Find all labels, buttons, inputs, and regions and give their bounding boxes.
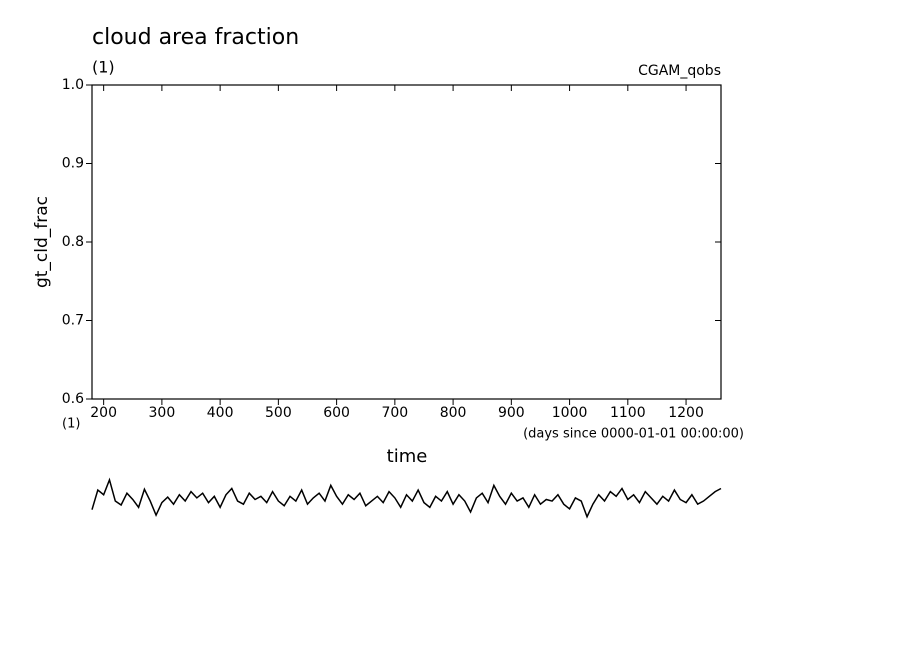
x-tick-label: 1200 [668,405,704,421]
x-tick-label: 1100 [610,405,646,421]
chart-subtitle: (1) [92,58,115,77]
y-tick-label: 0.9 [62,156,84,172]
x-tick-label: 900 [498,405,525,421]
x-tick-label: 300 [149,405,176,421]
chart-title: cloud area fraction [92,25,299,50]
y-tick-label: 0.8 [62,234,84,250]
x-tick-label: 700 [381,405,408,421]
x-tick-label: 1000 [552,405,588,421]
x-tick-label: 400 [207,405,234,421]
x-tick-label: 500 [265,405,292,421]
y-tick-label: 0.7 [62,313,84,329]
x-tick-label: 200 [90,405,117,421]
y-tick-label: 0.6 [62,391,84,407]
x-axis-label: time [387,446,428,467]
x-axis-unit: (days since 0000-01-01 00:00:00) [523,427,744,442]
y-axis-label: gt_cld_frac [32,196,52,288]
y-tick-label: 1.0 [62,77,84,93]
annotation: CGAM_qobs [638,63,721,79]
x-tick-label: 800 [440,405,467,421]
y-axis-unit: (1) [62,417,80,432]
data-line [91,477,722,519]
x-tick-label: 600 [323,405,350,421]
